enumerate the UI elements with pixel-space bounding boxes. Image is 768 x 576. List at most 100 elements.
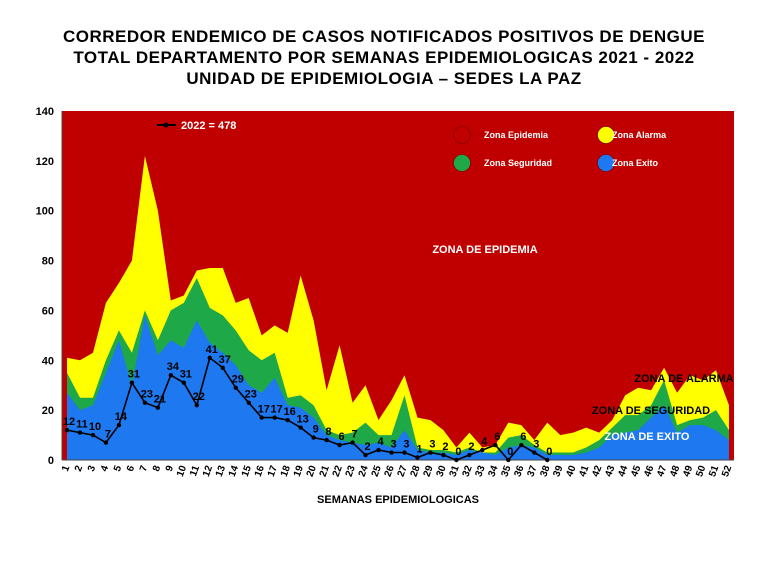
y-tick-label: 0 — [48, 455, 54, 467]
x-tick-label: 45 — [629, 464, 643, 479]
y-tick-label: 20 — [42, 405, 54, 417]
data-label: 13 — [297, 414, 309, 426]
line-point — [480, 447, 485, 453]
line-point — [519, 442, 524, 448]
x-tick-label: 14 — [227, 464, 241, 479]
x-tick-label: 36 — [512, 464, 526, 479]
x-tick-label: 26 — [383, 464, 397, 479]
annotation-zona-exito: ZONA DE EXITO — [605, 431, 690, 443]
data-label: 21 — [154, 394, 166, 406]
x-tick-label: 24 — [357, 464, 371, 479]
x-tick-label: 38 — [538, 464, 552, 479]
x-tick-label: 30 — [435, 464, 449, 479]
data-label: 14 — [115, 411, 128, 423]
line-point — [402, 450, 407, 455]
data-label: 4 — [377, 436, 384, 448]
x-tick-label: 49 — [681, 464, 695, 479]
line-point — [363, 452, 368, 458]
annotation-zona-seguridad: ZONA DE SEGURIDAD — [592, 405, 710, 417]
line-point — [298, 425, 303, 430]
line-point — [506, 457, 511, 463]
line-point — [493, 442, 498, 448]
data-label: 7 — [105, 429, 111, 441]
x-tick-label: 39 — [551, 464, 565, 479]
data-label: 11 — [76, 419, 88, 431]
line-point — [233, 385, 238, 390]
y-tick-label: 140 — [36, 106, 54, 118]
line-point — [259, 415, 264, 420]
line-point — [272, 415, 277, 420]
x-tick-label: 44 — [616, 464, 630, 479]
x-tick-label: 19 — [292, 464, 306, 479]
legend-swatch — [453, 126, 471, 144]
line-point — [532, 450, 537, 455]
x-tick-label: 42 — [590, 464, 604, 479]
data-label: 8 — [326, 426, 332, 438]
x-tick-label: 20 — [305, 464, 319, 479]
x-tick-label: 28 — [409, 464, 423, 479]
x-tick-label: 16 — [253, 464, 267, 479]
line-point — [103, 440, 109, 445]
x-tick-label: 51 — [707, 464, 721, 479]
line-point — [350, 440, 355, 445]
x-tick-label: 35 — [499, 464, 513, 479]
x-tick-label: 46 — [642, 464, 656, 479]
x-tick-label: 50 — [694, 464, 708, 479]
data-label: 6 — [494, 431, 500, 443]
line-point — [389, 450, 394, 455]
legend-swatch — [597, 126, 615, 144]
series-line-2022 — [66, 356, 548, 462]
x-tick-label: 41 — [577, 464, 591, 479]
data-label: 6 — [339, 431, 345, 443]
data-label: 34 — [167, 361, 180, 373]
legend-label: Zona Epidemia — [484, 130, 549, 140]
data-label: 2 — [364, 441, 370, 453]
line-point — [428, 450, 433, 455]
data-label: 3 — [390, 439, 396, 451]
line-point — [129, 380, 135, 385]
line-point — [155, 405, 161, 410]
x-tick-label: 34 — [487, 464, 501, 479]
x-tick-label: 9 — [164, 464, 176, 473]
data-label: 0 — [455, 446, 461, 458]
x-tick-label: 43 — [603, 464, 617, 479]
x-tick-label: 8 — [151, 464, 163, 473]
line-point — [337, 442, 342, 448]
line-point — [545, 457, 550, 463]
data-label: 3 — [429, 439, 435, 451]
line-point — [64, 427, 70, 433]
x-tick-label: 22 — [331, 464, 345, 479]
line-legend-label: 2022 = 478 — [181, 120, 236, 132]
data-label: 7 — [352, 429, 358, 441]
x-tick-label: 2 — [73, 464, 85, 473]
annotation-zona-epidemia: ZONA DE EPIDEMIA — [432, 244, 537, 256]
x-tick-label: 17 — [266, 464, 280, 479]
data-label: 37 — [219, 354, 231, 366]
line-point — [168, 373, 174, 378]
x-tick-label: 11 — [188, 464, 202, 478]
data-label: 4 — [481, 436, 488, 448]
data-label: 0 — [546, 446, 552, 458]
x-tick-label: 21 — [318, 464, 332, 479]
data-label: 29 — [232, 374, 244, 386]
data-label: 10 — [89, 421, 101, 433]
x-tick-label: 31 — [448, 464, 462, 479]
x-tick-label: 29 — [422, 464, 436, 479]
line-point — [90, 432, 96, 438]
x-tick-label: 40 — [564, 464, 578, 479]
data-label: 17 — [258, 404, 270, 416]
line-point — [116, 422, 122, 428]
data-label: 2 — [468, 441, 474, 453]
y-tick-label: 120 — [36, 156, 54, 168]
data-label: 22 — [193, 391, 205, 403]
x-tick-label: 10 — [175, 464, 189, 479]
legend-label: Zona Exito — [612, 158, 659, 168]
data-label: 31 — [180, 369, 192, 381]
data-label: 12 — [63, 416, 75, 428]
data-label: 16 — [284, 406, 296, 418]
data-label: 17 — [271, 404, 283, 416]
y-tick-label: 60 — [42, 305, 54, 317]
x-tick-label: 37 — [525, 464, 539, 479]
data-label: 41 — [206, 344, 218, 356]
x-tick-label: 25 — [370, 464, 384, 479]
